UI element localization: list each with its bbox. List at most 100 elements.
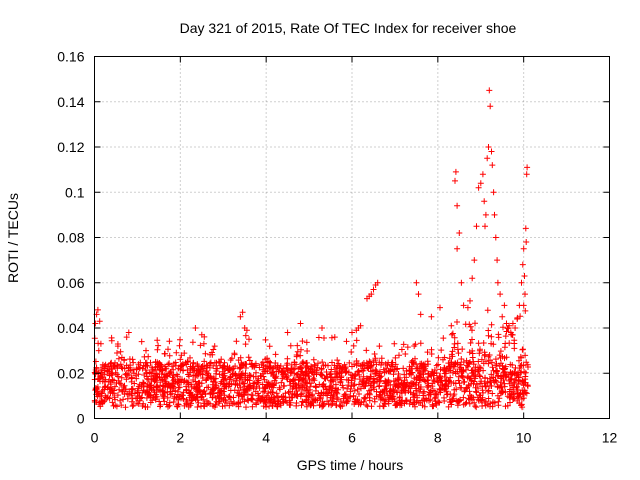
band-point [376,359,383,366]
band-point [287,342,294,349]
band-point [491,399,498,406]
band-point [163,365,170,372]
band-point [377,389,384,396]
band-point [223,380,230,387]
data-point [437,304,443,311]
data-point [460,302,467,309]
band-point [153,383,160,390]
data-point [473,223,480,230]
band-point [365,360,372,367]
band-point [381,369,388,376]
band-point [496,352,503,359]
data-point [523,171,530,178]
band-point [403,367,410,374]
band-point [149,368,156,374]
band-point [237,374,244,381]
data-point [488,148,495,155]
band-point [502,371,509,378]
data-point [520,245,527,252]
band-point [502,333,509,340]
band-point [209,381,216,388]
band-point [180,389,187,396]
band-point [518,401,525,408]
band-point [380,403,387,410]
band-point [177,366,184,373]
band-point [327,384,334,391]
band-point [310,356,317,363]
data-point [521,273,528,279]
band-point [139,389,146,396]
band-point [126,356,133,363]
band-point [102,383,109,390]
data-point [479,171,486,178]
data-point [96,318,103,325]
band-point [430,372,437,379]
band-point [232,363,239,370]
band-point [522,352,529,359]
band-point [475,367,482,374]
data-point [454,202,461,209]
band-point [92,385,99,392]
band-point [217,362,224,369]
band-point [339,382,346,389]
band-point [165,346,171,353]
data-point [522,225,529,232]
band-point [147,359,154,366]
band-point [431,388,438,395]
band-point [368,362,375,369]
band-point [469,336,475,343]
band-point [170,366,177,373]
band-point [292,376,299,383]
band-point [315,360,321,367]
band-point [473,389,480,396]
band-point [449,369,456,376]
band-point [328,334,335,341]
band-point [393,402,400,409]
band-point [345,369,352,376]
band-point [151,389,158,396]
band-point [166,370,173,377]
band-point [276,365,283,372]
band-point [402,389,409,396]
band-point [269,399,276,406]
band-point [226,393,233,400]
data-point [415,291,422,298]
band-point [195,371,201,377]
band-point [459,346,466,353]
band-point [255,375,262,382]
band-point [273,368,280,375]
band-point [369,367,376,374]
band-point [271,371,277,378]
band-point [196,387,203,394]
band-point [144,375,150,382]
data-point [492,234,499,241]
band-point [471,399,478,406]
y-tick-label: 0.08 [57,230,84,246]
band-point [177,336,183,343]
band-point [297,352,304,359]
band-point [449,348,456,355]
band-point [201,358,208,365]
band-point [129,403,136,410]
band-point [243,386,250,393]
band-point [92,358,99,365]
band-point [278,369,285,376]
band-point [450,380,457,386]
band-point [266,343,273,350]
band-point [368,403,375,410]
band-point [305,373,312,380]
band-point [236,380,243,387]
band-point [269,389,276,396]
band-point [190,377,197,383]
band-point [299,384,306,391]
band-point [119,387,125,394]
band-point [207,374,214,381]
data-point [477,180,484,187]
band-point [137,364,144,371]
band-point [118,381,124,388]
band-point [495,372,502,379]
band-point [382,380,388,387]
band-point [460,368,467,375]
band-point [176,342,183,349]
